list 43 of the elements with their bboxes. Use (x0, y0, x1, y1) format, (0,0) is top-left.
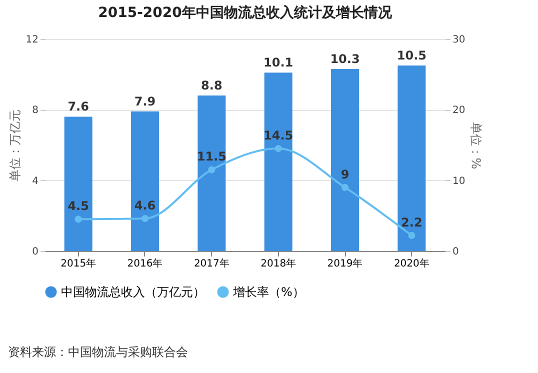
data-label: 10.1 (264, 56, 294, 70)
data-label: 4.6 (134, 198, 156, 212)
x-tick-label: 2016年 (127, 258, 163, 270)
point (141, 214, 149, 222)
text: 资料来源：中国物流与采购联合会 (8, 344, 188, 361)
bar (264, 72, 292, 251)
legend-label: 增长率（%） (232, 285, 304, 299)
data-label: 4.5 (68, 199, 89, 214)
y-tick-label: 8 (32, 105, 38, 116)
y2-axis-title: 单位：% (469, 122, 484, 170)
point (408, 232, 416, 239)
y2-tick-label: 0 (452, 246, 459, 258)
legend-label: 中国物流总收入（万亿元） (61, 285, 205, 299)
bar (131, 111, 159, 251)
bar (331, 69, 359, 251)
data-label: 9 (340, 167, 350, 182)
y2-tick-label: 30 (452, 34, 466, 46)
y2-tick-label: 10 (452, 176, 466, 187)
data-label: 7.9 (134, 94, 156, 108)
data-label: 14.5 (264, 128, 294, 143)
data-label: 10.5 (396, 48, 426, 62)
x-tick-label: 2020年 (394, 258, 430, 270)
y-tick-label: 12 (26, 34, 38, 46)
bar (64, 116, 92, 251)
bar (198, 96, 226, 251)
point (274, 145, 282, 152)
x-tick-label: 2015年 (60, 258, 96, 270)
point (341, 184, 349, 191)
data-label: 2.2 (401, 215, 422, 230)
y-tick-label: 0 (32, 246, 38, 258)
data-label: 8.8 (201, 78, 222, 93)
y-tick-label: 4 (32, 176, 38, 187)
x-tick-label: 2017年 (194, 258, 230, 270)
chart-title: 2015-2020年中国物流总收入统计及增长情况 (98, 4, 393, 21)
y2-tick-label: 20 (452, 105, 466, 116)
bar (398, 66, 426, 251)
data-label: 10.3 (330, 52, 360, 66)
x-tick-label: 2018年 (260, 258, 296, 270)
y-axis-title: 单位：万亿元 (8, 110, 22, 182)
point (74, 216, 82, 223)
point (208, 166, 216, 174)
data-label: 7.6 (68, 100, 89, 114)
x-tick-label: 2019年 (327, 258, 363, 270)
